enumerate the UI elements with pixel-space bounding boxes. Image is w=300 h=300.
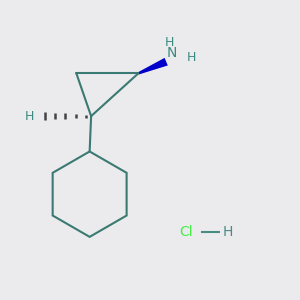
Text: H: H — [222, 225, 232, 239]
Text: H: H — [24, 110, 34, 123]
Text: H: H — [164, 36, 174, 49]
Text: Cl: Cl — [179, 225, 193, 239]
Polygon shape — [138, 58, 168, 74]
Text: H: H — [187, 51, 196, 64]
Text: N: N — [167, 46, 177, 60]
